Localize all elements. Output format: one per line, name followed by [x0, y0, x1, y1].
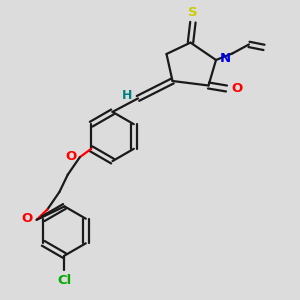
Text: Cl: Cl	[57, 274, 72, 287]
Text: O: O	[65, 150, 76, 163]
Text: O: O	[231, 82, 242, 95]
Text: H: H	[122, 89, 133, 102]
Text: O: O	[22, 212, 33, 225]
Text: N: N	[220, 52, 231, 65]
Text: S: S	[188, 6, 198, 19]
